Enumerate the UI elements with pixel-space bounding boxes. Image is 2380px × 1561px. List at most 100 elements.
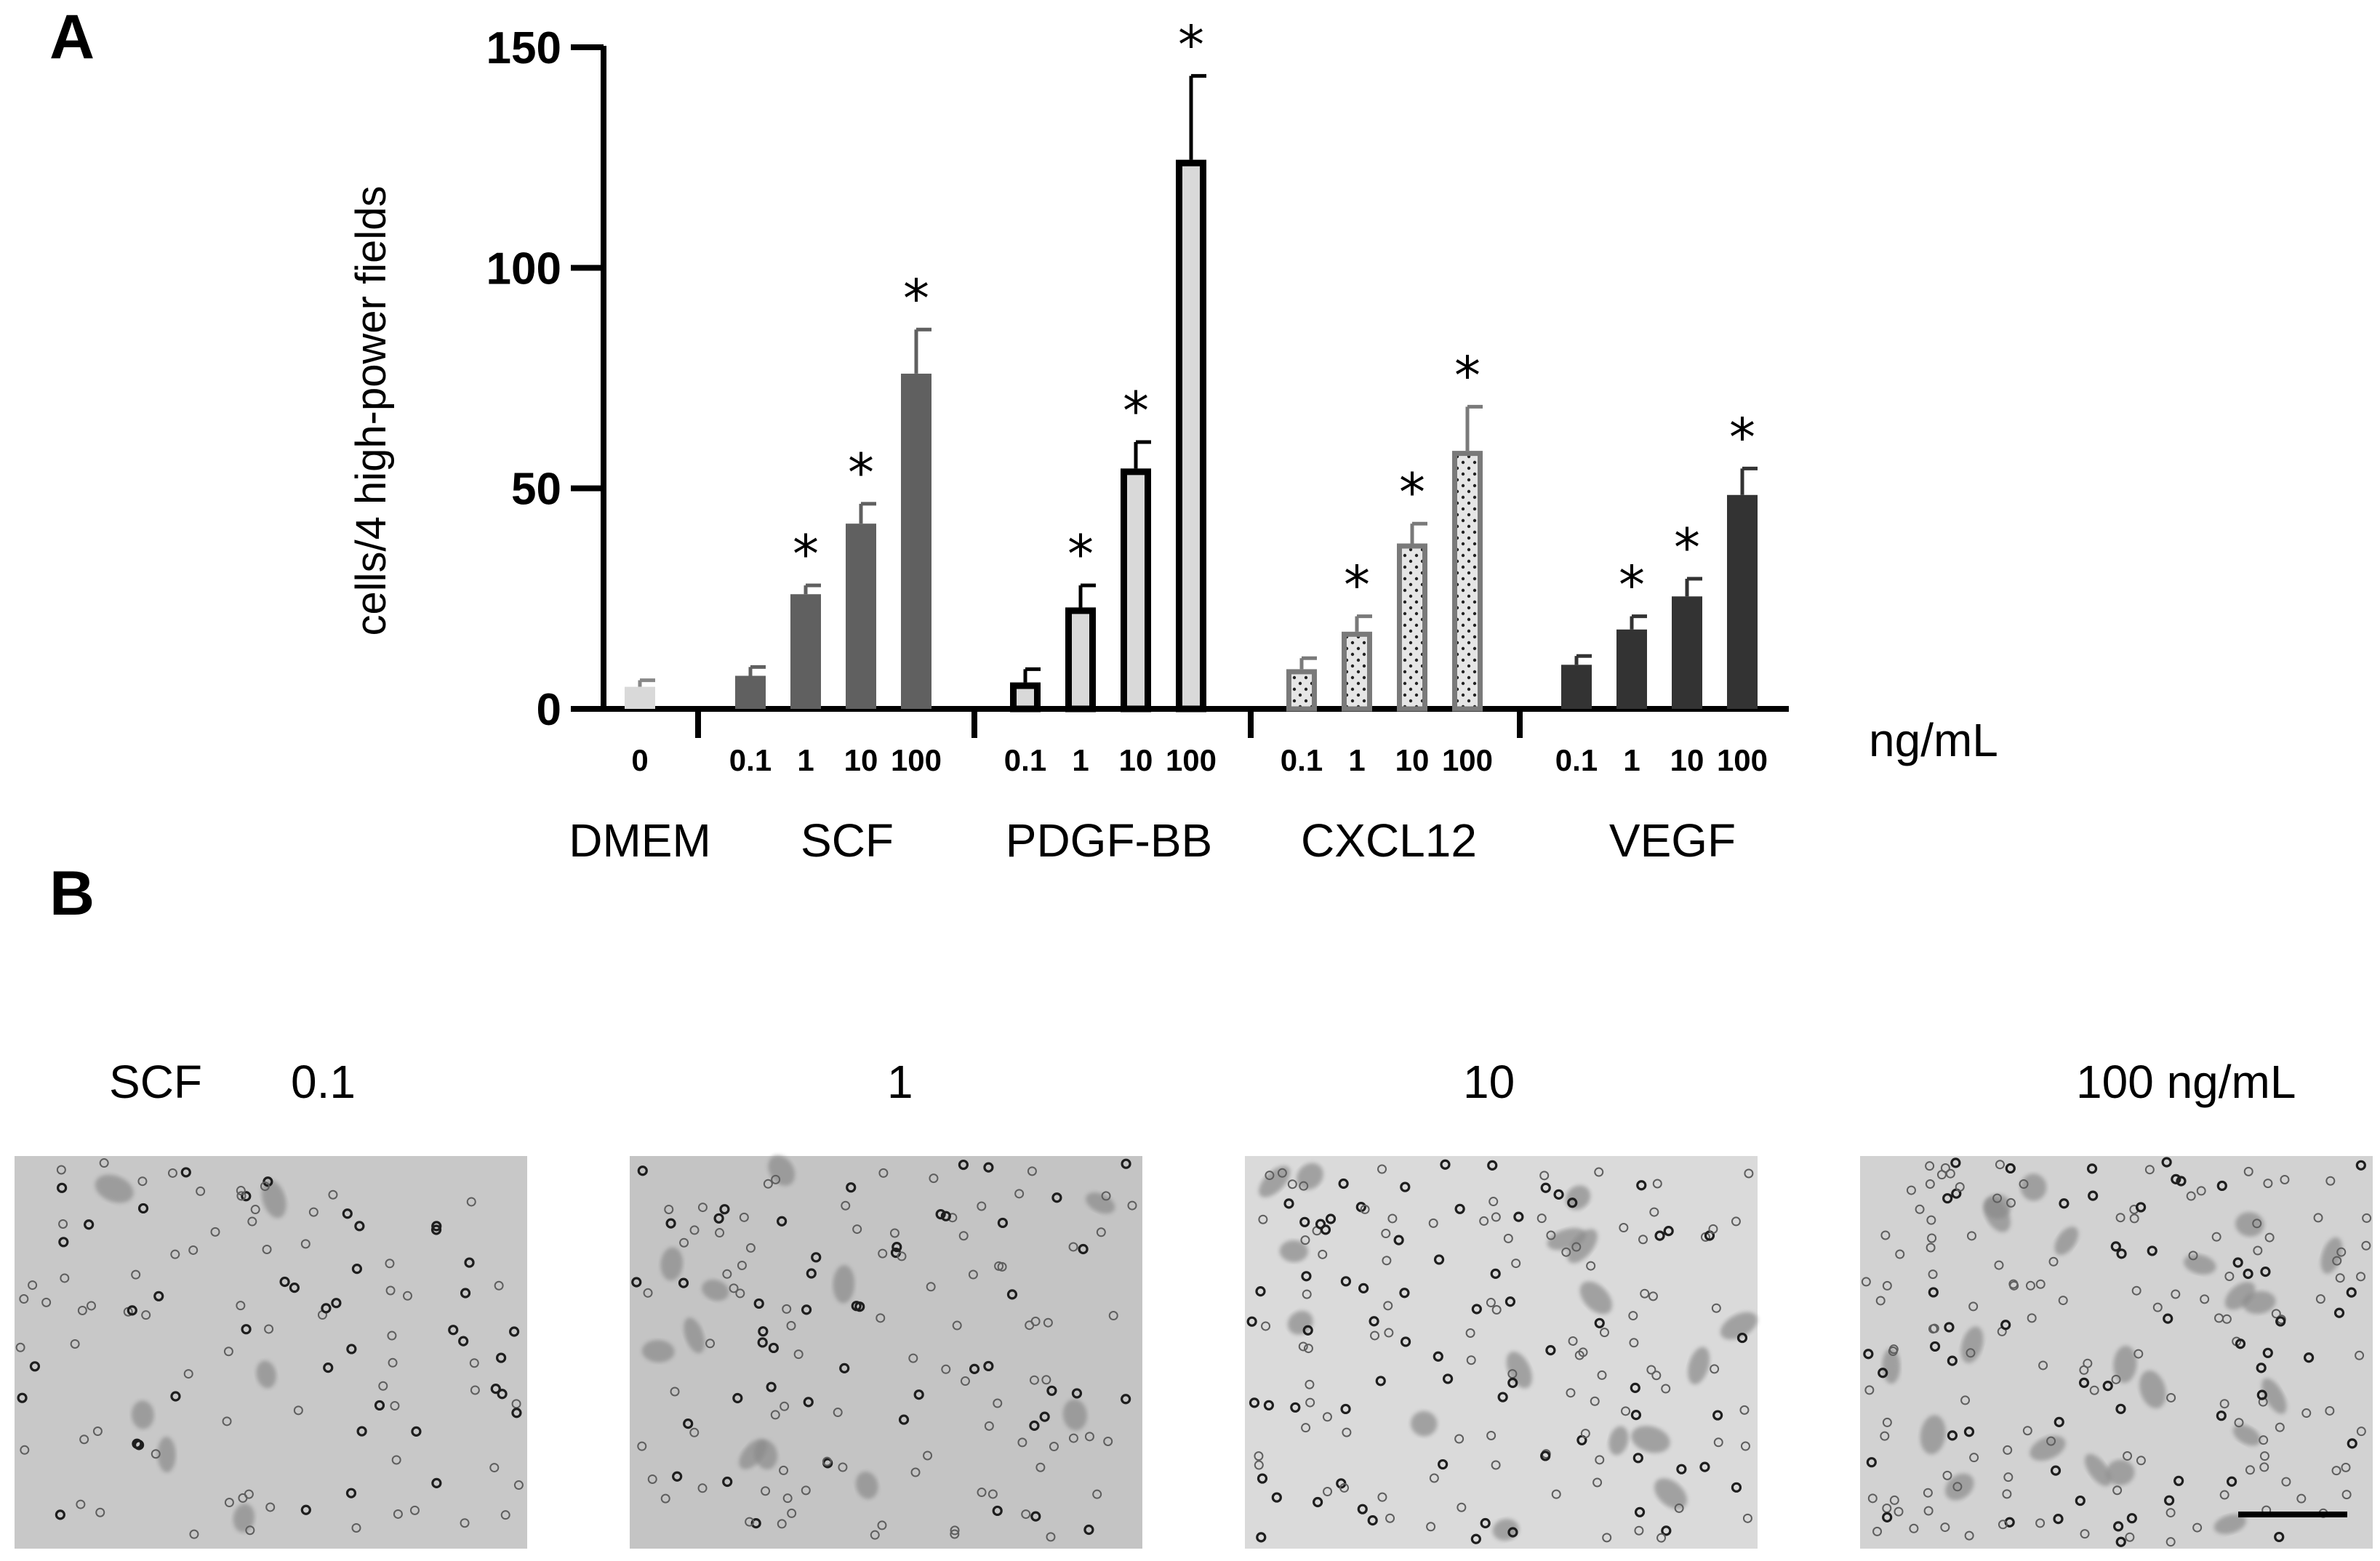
pore xyxy=(1043,1317,1053,1328)
pore xyxy=(1929,1341,1941,1352)
micrograph-label-3: 10 xyxy=(1463,1056,1515,1108)
pore xyxy=(1945,1168,1955,1179)
pore xyxy=(1880,1431,1890,1441)
significance-star-pdgf-bb-1: * xyxy=(1067,523,1094,585)
pore xyxy=(1442,1373,1454,1384)
pore xyxy=(1429,1473,1439,1483)
pore xyxy=(351,1264,363,1275)
pore xyxy=(95,1507,105,1517)
pore xyxy=(1630,1382,1640,1393)
pore xyxy=(323,1363,334,1373)
pore xyxy=(388,1357,398,1368)
pore xyxy=(1661,1384,1671,1394)
pore xyxy=(1546,1230,1556,1240)
pore xyxy=(1882,1512,1893,1522)
pore xyxy=(265,1502,276,1512)
pore xyxy=(852,1224,862,1235)
pore xyxy=(878,1168,889,1178)
pore xyxy=(1261,1321,1271,1331)
pore xyxy=(1571,1242,1582,1252)
pore xyxy=(697,1483,708,1493)
pore xyxy=(2211,1232,2221,1242)
cell-body xyxy=(95,1174,134,1203)
pore xyxy=(1863,1349,1874,1360)
pore xyxy=(1393,1235,1404,1245)
pore xyxy=(1950,1157,1961,1168)
pore xyxy=(1632,1453,1643,1464)
pore xyxy=(1480,1517,1491,1529)
pore xyxy=(806,1268,817,1279)
pore xyxy=(960,1376,970,1387)
cell-body xyxy=(157,1437,176,1473)
cell-body xyxy=(1984,1197,2011,1232)
bar-cxcl12-0 xyxy=(1286,669,1317,712)
pore xyxy=(86,1301,96,1311)
pore xyxy=(1994,1260,2004,1270)
y-tick-label-150: 150 xyxy=(486,23,561,73)
pore xyxy=(2303,1352,2315,1363)
pore xyxy=(60,1273,70,1283)
pore xyxy=(495,1352,507,1363)
cell-body xyxy=(2235,1212,2264,1237)
pore xyxy=(952,1320,962,1331)
pore xyxy=(1947,1355,1958,1366)
pore xyxy=(1594,1317,1605,1328)
pore xyxy=(779,1465,789,1475)
dose-label-scf-0: 0.1 xyxy=(729,743,772,777)
group-label-scf: SCF xyxy=(801,814,894,867)
significance-star-pdgf-bb-3: * xyxy=(1178,14,1204,75)
pore xyxy=(500,1510,510,1520)
pore xyxy=(913,1389,924,1400)
pore xyxy=(2341,1490,2352,1500)
pore xyxy=(127,1305,137,1316)
pore xyxy=(2110,1241,2121,1252)
pore xyxy=(2135,1202,2147,1213)
pore xyxy=(1872,1526,1883,1536)
dose-label-vegf-1: 1 xyxy=(1623,743,1640,777)
cell-body xyxy=(739,1439,767,1469)
pore xyxy=(20,1445,30,1455)
cell-body xyxy=(2261,1378,2287,1414)
pore xyxy=(1621,1406,1631,1416)
pore xyxy=(250,1205,260,1215)
pore xyxy=(1992,1193,2003,1203)
pore xyxy=(1654,1230,1665,1241)
cell-body xyxy=(2106,1459,2135,1485)
dose-label-pdgf-bb-3: 100 xyxy=(1166,743,1217,777)
pore xyxy=(1438,1458,1449,1470)
pore xyxy=(328,1189,338,1200)
pore xyxy=(2214,1313,2224,1323)
pore xyxy=(390,1401,400,1411)
pore xyxy=(713,1213,724,1224)
pore xyxy=(732,1392,743,1404)
cell-body xyxy=(684,1317,705,1354)
pore xyxy=(1661,1525,1672,1536)
pore xyxy=(263,1176,273,1187)
pore xyxy=(841,1200,851,1211)
pore xyxy=(1969,1453,1979,1463)
pore xyxy=(1507,1527,1518,1538)
pore xyxy=(1638,1235,1648,1245)
pore xyxy=(2188,1251,2198,1261)
pore xyxy=(2058,1296,2068,1306)
pore xyxy=(1636,1180,1647,1191)
pore xyxy=(1381,1229,1391,1239)
pore xyxy=(839,1363,850,1373)
pore xyxy=(1646,1365,1656,1375)
pore xyxy=(1357,1504,1368,1514)
pore xyxy=(430,1224,442,1235)
pore xyxy=(1300,1235,1310,1245)
pore xyxy=(1433,1351,1443,1362)
pore xyxy=(279,1276,290,1288)
significance-star-pdgf-bb-2: * xyxy=(1123,380,1149,441)
pore xyxy=(889,1228,899,1238)
pore xyxy=(1599,1328,1609,1338)
panel-label-b: B xyxy=(49,859,95,928)
pore xyxy=(780,1401,790,1411)
pore xyxy=(262,1244,272,1254)
pore xyxy=(1263,1400,1275,1410)
pore xyxy=(15,1342,25,1352)
pore xyxy=(2262,1347,2273,1358)
pore xyxy=(494,1280,504,1291)
pore xyxy=(1928,1287,1939,1298)
